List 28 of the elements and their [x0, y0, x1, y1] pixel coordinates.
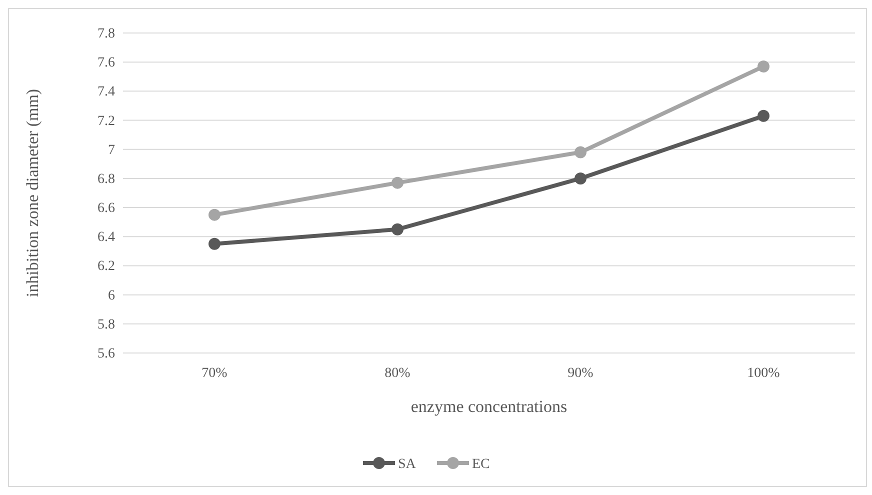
y-tick-label: 5.6	[98, 346, 115, 362]
y-tick-label: 6.8	[98, 172, 115, 187]
point	[758, 60, 770, 72]
x-tick-label: 90%	[568, 366, 594, 381]
x-axis-title: enzyme concentrations	[410, 397, 568, 416]
legend-label: SA	[398, 457, 417, 472]
x-tick-label: 100%	[747, 366, 780, 381]
point	[574, 146, 586, 158]
y-tick-label: 6.2	[98, 259, 115, 274]
y-tick-label: 7.4	[98, 84, 115, 100]
y-tick-label: 7	[108, 142, 115, 158]
y-axis-title: inhibition zone diameter (mm)	[23, 88, 42, 298]
y-tick-label: 7.8	[98, 26, 115, 42]
x-tick-label: 80%	[384, 366, 411, 381]
y-tick-label: 6.4	[98, 230, 115, 246]
y-tick-label: 5.8	[98, 317, 115, 332]
point	[758, 110, 770, 122]
point	[574, 172, 586, 184]
point	[208, 238, 220, 250]
point	[392, 223, 404, 236]
legend-label: EC	[472, 457, 490, 472]
y-tick-label: 6	[108, 288, 115, 304]
point	[392, 176, 404, 189]
y-tick-label: 6.6	[98, 201, 115, 216]
y-tick-label: 7.2	[98, 114, 115, 129]
x-tick-label: 70%	[202, 366, 228, 381]
y-tick-label: 7.6	[98, 56, 115, 71]
point	[208, 208, 220, 221]
